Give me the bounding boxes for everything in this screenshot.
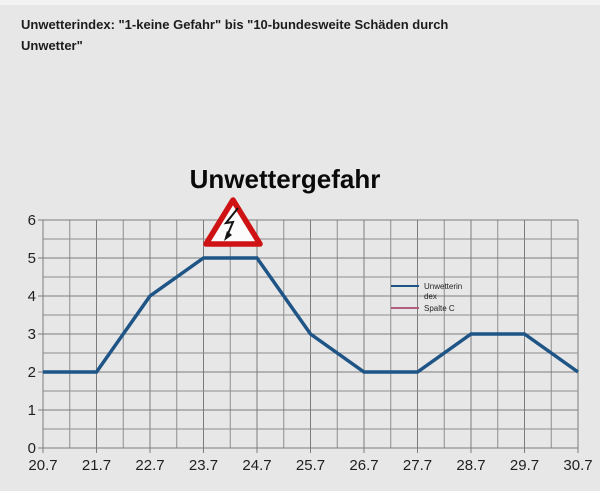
y-tick-label: 0 (28, 440, 36, 457)
chart-legend: Unwetterin dex Spalte C (391, 282, 462, 314)
y-tick-label: 2 (28, 364, 36, 381)
x-tick-label: 22.7 (135, 457, 164, 474)
x-tick-label: 27.7 (403, 457, 432, 474)
storm-warning-icon (203, 197, 263, 247)
x-tick-label: 29.7 (510, 457, 539, 474)
x-tick-label: 28.7 (456, 457, 485, 474)
x-tick-label: 23.7 (189, 457, 218, 474)
series-line-unwetterindex (43, 256, 580, 374)
y-tick-label: 1 (28, 402, 36, 419)
x-tick-label: 20.7 (28, 457, 57, 474)
legend-item-spalte-c: Spalte C (391, 304, 462, 314)
y-tick-label: 5 (28, 250, 36, 267)
legend-item-unwetterindex: Unwetterin dex (391, 282, 462, 302)
legend-label-unwetterindex: Unwetterin dex (424, 282, 463, 301)
legend-line-sample-spalte-c (391, 307, 419, 309)
x-tick-label: 25.7 (296, 457, 325, 474)
x-tick-label: 24.7 (242, 457, 271, 474)
y-tick-label: 4 (28, 288, 36, 305)
chart-title: Unwettergefahr (189, 164, 381, 194)
y-tick-label: 3 (28, 326, 36, 343)
header-note: Unwetterindex: "1-keine Gefahr" bis "10-… (21, 17, 449, 53)
lightning-bolt-icon (223, 207, 239, 237)
x-tick-label: 30.7 (563, 457, 592, 474)
lightning-bolt-arrowhead (224, 231, 232, 241)
x-tick-label: 21.7 (82, 457, 111, 474)
x-tick-label: 26.7 (349, 457, 378, 474)
y-tick-label: 6 (28, 212, 36, 229)
window-top-edge (0, 0, 600, 5)
legend-label-spalte-c: Spalte C (424, 304, 455, 313)
legend-line-sample-unwetterindex (391, 285, 419, 287)
